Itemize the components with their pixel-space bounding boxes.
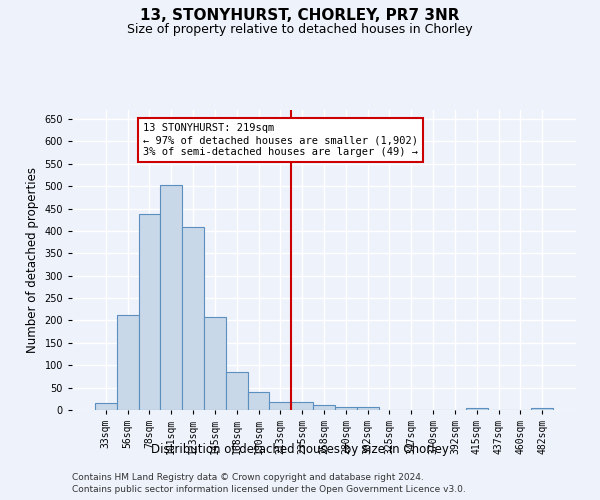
Bar bbox=[117, 314, 139, 410]
Bar bbox=[139, 214, 160, 410]
Bar bbox=[531, 408, 553, 410]
Bar bbox=[226, 372, 248, 410]
Bar bbox=[466, 408, 488, 410]
Text: 13 STONYHURST: 219sqm
← 97% of detached houses are smaller (1,902)
3% of semi-de: 13 STONYHURST: 219sqm ← 97% of detached … bbox=[143, 124, 418, 156]
Text: Contains public sector information licensed under the Open Government Licence v3: Contains public sector information licen… bbox=[72, 485, 466, 494]
Bar bbox=[291, 402, 313, 410]
Bar bbox=[204, 318, 226, 410]
Text: Distribution of detached houses by size in Chorley: Distribution of detached houses by size … bbox=[151, 442, 449, 456]
Bar bbox=[160, 185, 182, 410]
Bar bbox=[269, 402, 291, 410]
Bar bbox=[335, 407, 357, 410]
Text: Contains HM Land Registry data © Crown copyright and database right 2024.: Contains HM Land Registry data © Crown c… bbox=[72, 472, 424, 482]
Bar bbox=[182, 228, 204, 410]
Y-axis label: Number of detached properties: Number of detached properties bbox=[26, 167, 39, 353]
Text: 13, STONYHURST, CHORLEY, PR7 3NR: 13, STONYHURST, CHORLEY, PR7 3NR bbox=[140, 8, 460, 22]
Bar bbox=[357, 408, 379, 410]
Bar bbox=[313, 404, 335, 410]
Text: Size of property relative to detached houses in Chorley: Size of property relative to detached ho… bbox=[127, 22, 473, 36]
Bar bbox=[95, 404, 117, 410]
Bar bbox=[248, 392, 269, 410]
